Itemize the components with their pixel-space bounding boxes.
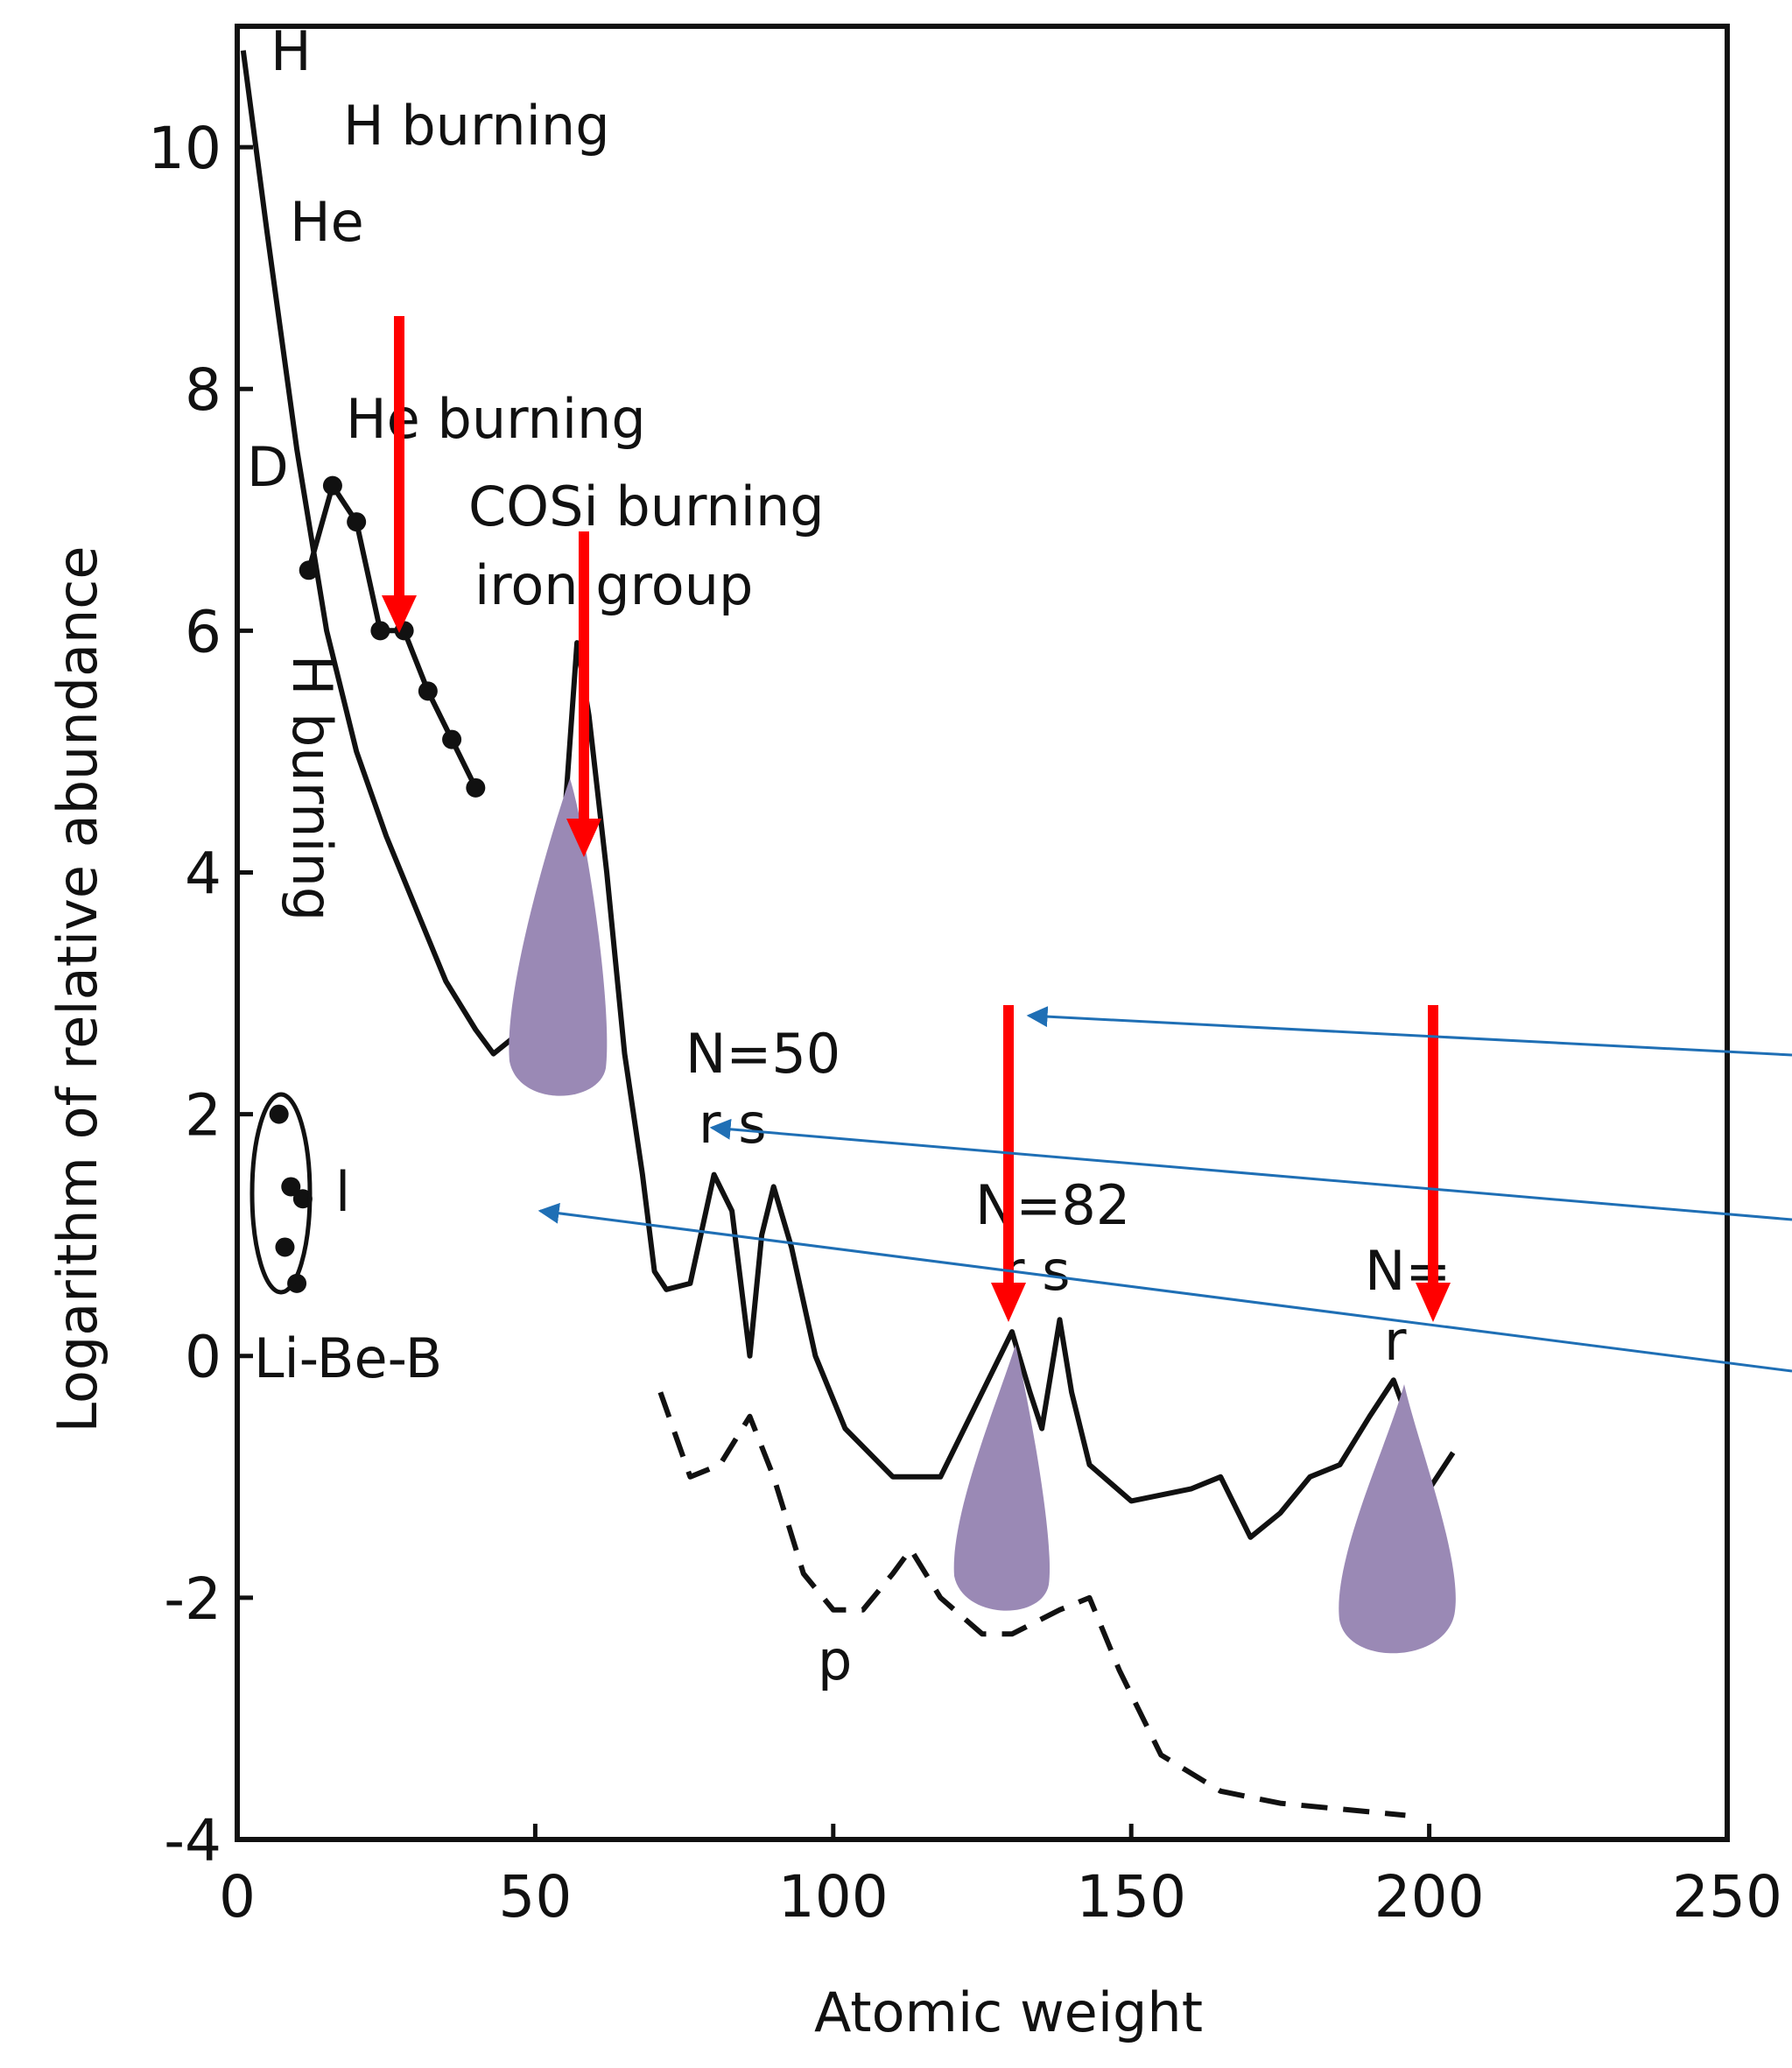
point <box>418 681 438 701</box>
y-tick-label: 6 <box>185 598 221 665</box>
blue-arrow <box>1026 1006 1792 1057</box>
y-tick-label: 0 <box>185 1324 221 1391</box>
blue-arrows <box>538 1006 1792 1373</box>
annotation: p <box>818 1628 852 1692</box>
annotation: N=82 <box>975 1173 1130 1237</box>
y-tick-label: 8 <box>185 356 221 424</box>
point <box>466 777 486 798</box>
annotation: r s <box>699 1092 767 1156</box>
x-tick-label: 50 <box>498 1863 572 1931</box>
annotation: H burning <box>343 94 610 158</box>
y-tick-label: 2 <box>185 1082 221 1150</box>
series-line <box>657 1391 1406 1818</box>
drop-shape <box>953 1345 1051 1611</box>
arrowhead <box>1416 1283 1451 1322</box>
x-tick-label: 150 <box>1076 1863 1186 1931</box>
annotation: l <box>335 1160 350 1224</box>
x-axis-label: Atomic weight <box>814 1980 1203 2044</box>
blue-arrow <box>709 1118 1792 1221</box>
x-tick-label: 200 <box>1374 1863 1485 1931</box>
blue-arrow <box>538 1202 1792 1373</box>
annotation: D <box>247 435 289 499</box>
annotation: He burning <box>346 387 646 451</box>
point <box>347 512 367 532</box>
point <box>370 621 390 641</box>
drop-shape <box>1339 1384 1456 1654</box>
series-line <box>240 50 1456 1540</box>
annotation: iron group <box>474 553 753 617</box>
arrowhead <box>566 819 601 857</box>
x-tick-label: 250 <box>1672 1863 1782 1931</box>
annotation: Li-Be-B <box>254 1326 442 1390</box>
arrowhead <box>991 1283 1026 1322</box>
y-tick-label: -2 <box>164 1565 221 1633</box>
annotation: COSi burning <box>468 475 825 538</box>
point <box>269 1104 289 1124</box>
point <box>281 1177 301 1197</box>
annotation: H <box>271 19 312 83</box>
point <box>322 475 342 496</box>
y-tick-label: 10 <box>148 115 221 182</box>
annotation: N=50 <box>685 1022 840 1086</box>
x-tick-label: 0 <box>219 1863 256 1931</box>
y-axis-label: Logarithm of relative abundance <box>46 545 109 1432</box>
red-arrows <box>382 316 1451 1322</box>
x-tick-label: 100 <box>778 1863 889 1931</box>
y-tick-label: 4 <box>185 840 221 907</box>
arrowhead <box>382 595 417 633</box>
annotation: H burning <box>280 655 344 922</box>
point <box>275 1237 295 1257</box>
drop-shape <box>509 778 608 1096</box>
plot-frame <box>235 24 1730 1842</box>
point <box>442 729 462 749</box>
li-be-b-ellipse <box>249 1092 313 1295</box>
y-tick-label: -4 <box>164 1807 221 1875</box>
annotation: He <box>290 190 364 254</box>
point <box>299 560 319 580</box>
